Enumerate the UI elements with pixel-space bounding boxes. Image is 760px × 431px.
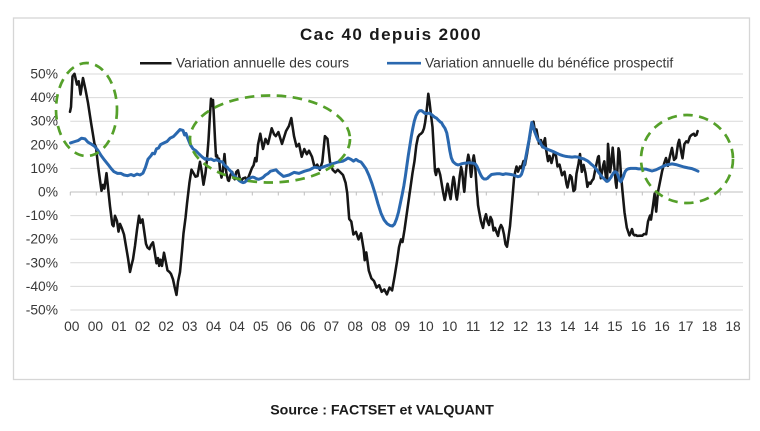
svg-text:05: 05 [253,319,269,334]
svg-text:03: 03 [182,319,198,334]
svg-text:04: 04 [229,319,245,334]
svg-text:04: 04 [206,319,222,334]
svg-text:01: 01 [111,319,126,334]
svg-text:06: 06 [300,319,316,334]
svg-text:00: 00 [88,319,104,334]
svg-text:02: 02 [159,319,174,334]
svg-text:40%: 40% [30,90,58,105]
svg-text:13: 13 [536,319,552,334]
svg-text:02: 02 [135,319,150,334]
svg-text:20%: 20% [30,137,58,152]
svg-text:12: 12 [489,319,504,334]
svg-text:Variation annuelle des cours: Variation annuelle des cours [176,56,349,71]
svg-text:Cac 40 depuis 2000: Cac 40 depuis 2000 [300,25,482,44]
svg-text:18: 18 [702,319,718,334]
svg-text:07: 07 [324,319,339,334]
svg-text:0%: 0% [38,185,58,200]
svg-text:14: 14 [584,319,600,334]
svg-text:08: 08 [371,319,387,334]
svg-text:09: 09 [395,319,411,334]
svg-text:-30%: -30% [26,255,58,270]
svg-text:10%: 10% [30,161,58,176]
svg-text:18: 18 [725,319,741,334]
svg-text:Variation annuelle du bénéfice: Variation annuelle du bénéfice prospecti… [425,56,673,71]
svg-text:Source : FACTSET et VALQUANT: Source : FACTSET et VALQUANT [270,403,494,419]
svg-text:08: 08 [348,319,364,334]
svg-text:16: 16 [631,319,647,334]
svg-text:-50%: -50% [26,303,58,318]
svg-text:-10%: -10% [26,208,58,223]
svg-text:16: 16 [654,319,670,334]
svg-text:15: 15 [607,319,623,334]
svg-text:30%: 30% [30,114,58,129]
svg-text:14: 14 [560,319,576,334]
svg-text:50%: 50% [30,67,58,82]
svg-text:12: 12 [513,319,528,334]
svg-text:00: 00 [64,319,80,334]
svg-text:-20%: -20% [26,232,58,247]
svg-text:10: 10 [418,319,434,334]
svg-text:17: 17 [678,319,693,334]
svg-text:10: 10 [442,319,458,334]
svg-text:06: 06 [277,319,293,334]
svg-text:-40%: -40% [26,279,58,294]
svg-text:11: 11 [466,319,480,334]
